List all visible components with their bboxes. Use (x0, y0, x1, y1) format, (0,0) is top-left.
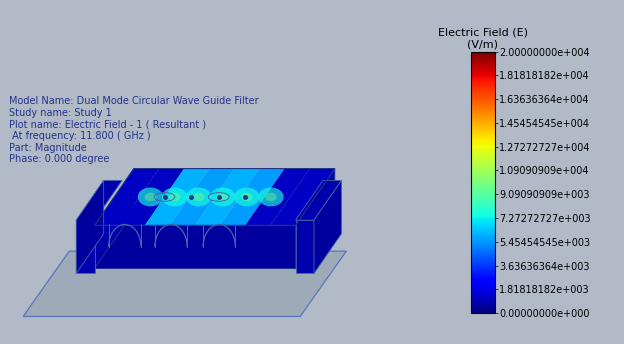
Polygon shape (220, 169, 285, 225)
Ellipse shape (217, 193, 228, 201)
Ellipse shape (234, 187, 260, 206)
Ellipse shape (193, 193, 205, 201)
Ellipse shape (241, 193, 253, 201)
Polygon shape (120, 169, 184, 225)
Ellipse shape (186, 187, 212, 206)
Polygon shape (23, 251, 346, 316)
Polygon shape (195, 169, 260, 225)
Polygon shape (245, 169, 310, 225)
Polygon shape (145, 169, 209, 225)
Text: Model Name: Dual Mode Circular Wave Guide Filter
Study name: Study 1
Plot name: : Model Name: Dual Mode Circular Wave Guid… (9, 96, 259, 164)
Ellipse shape (162, 187, 187, 206)
Polygon shape (296, 180, 341, 220)
Ellipse shape (168, 193, 180, 201)
Polygon shape (296, 169, 334, 268)
Polygon shape (95, 169, 159, 225)
Polygon shape (95, 169, 134, 268)
Polygon shape (314, 180, 341, 273)
Ellipse shape (138, 187, 163, 206)
Polygon shape (76, 180, 104, 273)
Polygon shape (76, 180, 122, 220)
Ellipse shape (265, 193, 276, 201)
Polygon shape (170, 169, 235, 225)
Polygon shape (95, 225, 296, 268)
Polygon shape (76, 220, 95, 273)
Polygon shape (270, 169, 334, 225)
Ellipse shape (210, 187, 235, 206)
Title: Electric Field (E)
(V/m): Electric Field (E) (V/m) (438, 28, 528, 50)
Ellipse shape (145, 193, 156, 201)
Ellipse shape (258, 187, 284, 206)
Polygon shape (296, 220, 314, 273)
